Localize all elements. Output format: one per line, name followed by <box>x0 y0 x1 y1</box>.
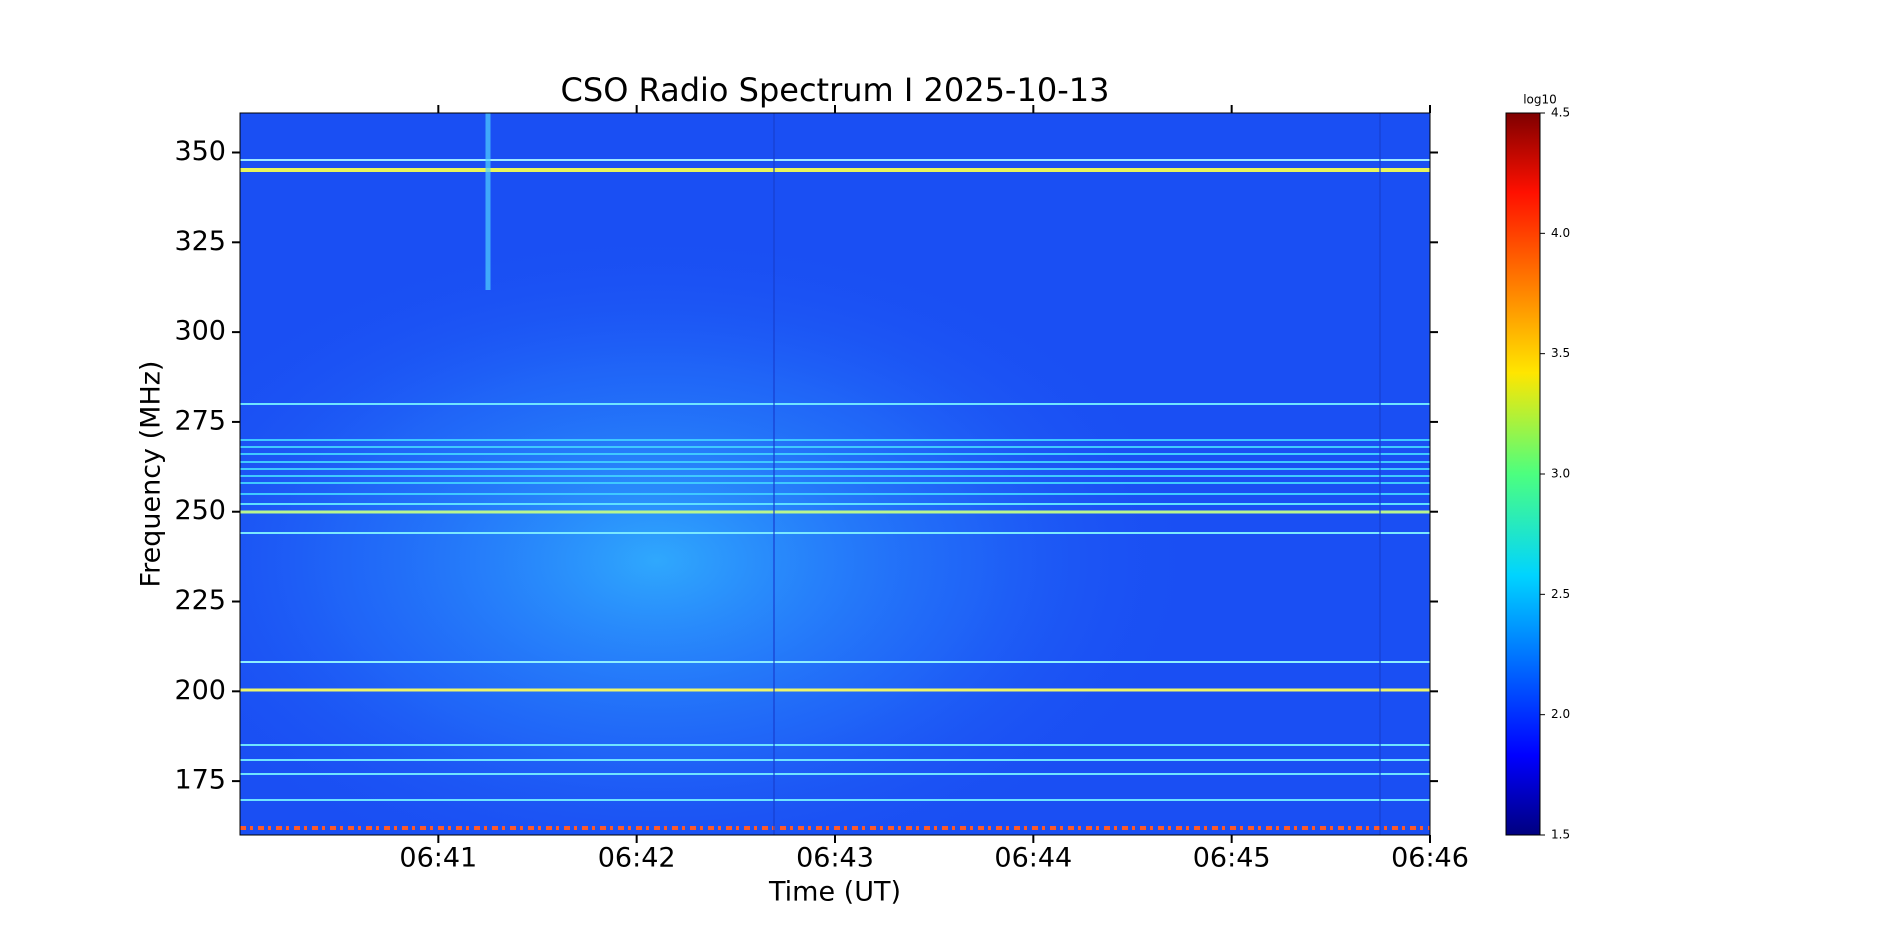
y-tick-label: 350 <box>174 136 226 167</box>
y-axis-label: Frequency (MHz) <box>136 361 167 588</box>
x-tick-label: 06:45 <box>1193 843 1271 874</box>
colorbar-label: log10 <box>1523 93 1557 107</box>
colorbar <box>1505 112 1541 836</box>
colorbar-tick-label: 4.0 <box>1551 226 1570 240</box>
colorbar-tick-label: 3.0 <box>1551 467 1570 481</box>
x-tick-label: 06:41 <box>399 843 477 874</box>
x-tick-label: 06:42 <box>598 843 676 874</box>
colorbar-tick-label: 1.5 <box>1551 828 1570 842</box>
x-tick-label: 06:46 <box>1391 843 1469 874</box>
y-tick-label: 175 <box>174 765 226 796</box>
y-tick-label: 275 <box>174 405 226 436</box>
colorbar-tick-label: 4.5 <box>1551 106 1570 120</box>
y-tick-label: 250 <box>174 495 226 526</box>
y-tick-label: 200 <box>174 675 226 706</box>
y-tick-label: 225 <box>174 585 226 616</box>
colorbar-tick-label: 2.5 <box>1551 587 1570 601</box>
colorbar-tick-label: 2.0 <box>1551 707 1570 721</box>
colorbar-tick-label: 3.5 <box>1551 346 1570 360</box>
y-tick-label: 300 <box>174 316 226 347</box>
chart-title: CSO Radio Spectrum I 2025-10-13 <box>561 71 1110 109</box>
spectrogram <box>240 113 1430 835</box>
x-tick-label: 06:43 <box>796 843 874 874</box>
x-axis-label: Time (UT) <box>768 877 901 908</box>
y-tick-label: 325 <box>174 226 226 257</box>
x-tick-label: 06:44 <box>994 843 1072 874</box>
